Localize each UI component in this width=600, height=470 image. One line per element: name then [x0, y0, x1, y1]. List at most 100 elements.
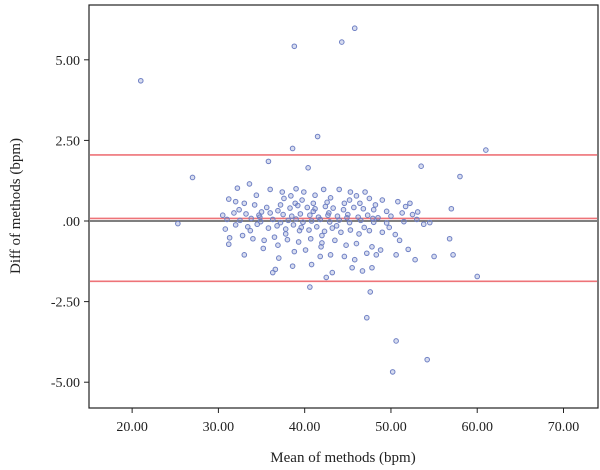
- data-point: [288, 213, 295, 219]
- data-point: [346, 197, 353, 203]
- data-point: [347, 227, 354, 233]
- data-point: [226, 234, 233, 241]
- data-point: [275, 255, 282, 261]
- data-point: [407, 200, 413, 207]
- x-tick-label: 70.00: [548, 420, 580, 435]
- y-tick-label: -5.00: [51, 376, 80, 391]
- data-point: [393, 338, 399, 344]
- data-point: [414, 209, 421, 215]
- data-point: [357, 200, 363, 207]
- data-point: [248, 215, 254, 222]
- data-point: [253, 192, 260, 199]
- data-point: [243, 211, 249, 217]
- data-point: [363, 250, 370, 257]
- data-point: [267, 186, 273, 193]
- data-point: [329, 269, 336, 276]
- data-point: [450, 252, 456, 258]
- data-point: [277, 202, 284, 208]
- data-point: [393, 252, 399, 258]
- data-point: [137, 77, 144, 84]
- data-point: [317, 216, 324, 223]
- data-point: [246, 181, 253, 187]
- data-point: [317, 253, 324, 260]
- x-tick-label: 50.00: [375, 420, 407, 435]
- data-point: [320, 186, 327, 193]
- data-point: [336, 217, 342, 223]
- data-point: [282, 231, 289, 237]
- data-point: [388, 213, 394, 219]
- data-point: [341, 200, 348, 207]
- data-point: [366, 195, 373, 202]
- data-point: [483, 147, 489, 153]
- data-point: [351, 204, 357, 211]
- data-point: [367, 289, 374, 295]
- data-point: [364, 212, 371, 219]
- data-point: [244, 224, 251, 230]
- plot-area: [88, 4, 599, 409]
- data-point: [351, 25, 358, 32]
- data-point: [275, 242, 281, 248]
- data-point: [347, 189, 354, 195]
- data-point: [269, 269, 276, 276]
- data-point: [222, 226, 229, 232]
- data-point: [291, 43, 298, 50]
- data-point: [219, 212, 226, 219]
- data-point: [296, 227, 303, 234]
- plot-frame: [88, 4, 599, 409]
- x-tick-label: 60.00: [461, 420, 493, 435]
- data-point: [326, 219, 333, 225]
- data-point: [412, 256, 418, 263]
- y-axis: 5.00 2.50 .00 -2.50 -5.00: [51, 54, 89, 391]
- data-point: [247, 227, 254, 234]
- data-point: [239, 232, 246, 239]
- data-point: [241, 200, 248, 207]
- data-point: [377, 247, 384, 253]
- data-point: [318, 244, 324, 250]
- data-point: [349, 264, 355, 271]
- data-point: [292, 200, 298, 207]
- data-point: [304, 204, 311, 211]
- data-point: [373, 252, 380, 258]
- data-point: [399, 210, 405, 216]
- y-tick-label: -2.50: [51, 296, 80, 311]
- data-point: [281, 195, 287, 202]
- data-point: [353, 193, 360, 199]
- data-point: [360, 205, 367, 212]
- data-point: [405, 246, 412, 253]
- data-point: [424, 356, 430, 363]
- data-point: [346, 219, 353, 226]
- data-point: [260, 245, 267, 252]
- data-point: [250, 235, 256, 242]
- data-point: [282, 226, 289, 232]
- data-point: [290, 222, 297, 228]
- data-point: [369, 244, 375, 250]
- data-point: [300, 219, 306, 226]
- data-point: [225, 196, 232, 202]
- data-point: [310, 208, 317, 215]
- data-point: [330, 205, 336, 211]
- data-point: [295, 239, 302, 245]
- data-point: [395, 198, 401, 205]
- data-point: [289, 145, 296, 152]
- data-point: [308, 218, 315, 224]
- y-axis-title: Diff of methods (bpm): [8, 138, 24, 274]
- data-point: [457, 173, 463, 180]
- data-point: [336, 186, 342, 193]
- data-point: [313, 224, 320, 230]
- data-point: [234, 185, 241, 191]
- data-point: [344, 214, 350, 221]
- data-point: [312, 192, 318, 199]
- data-point: [307, 212, 313, 219]
- data-point: [265, 225, 272, 231]
- data-point: [263, 204, 270, 211]
- data-point: [383, 220, 390, 226]
- data-point: [431, 253, 437, 260]
- data-point: [332, 237, 338, 244]
- data-point: [326, 210, 332, 216]
- data-point: [321, 228, 328, 235]
- data-point: [366, 227, 373, 234]
- data-point: [370, 215, 376, 222]
- data-point: [363, 314, 370, 321]
- data-point: [237, 217, 243, 224]
- data-point: [333, 223, 340, 229]
